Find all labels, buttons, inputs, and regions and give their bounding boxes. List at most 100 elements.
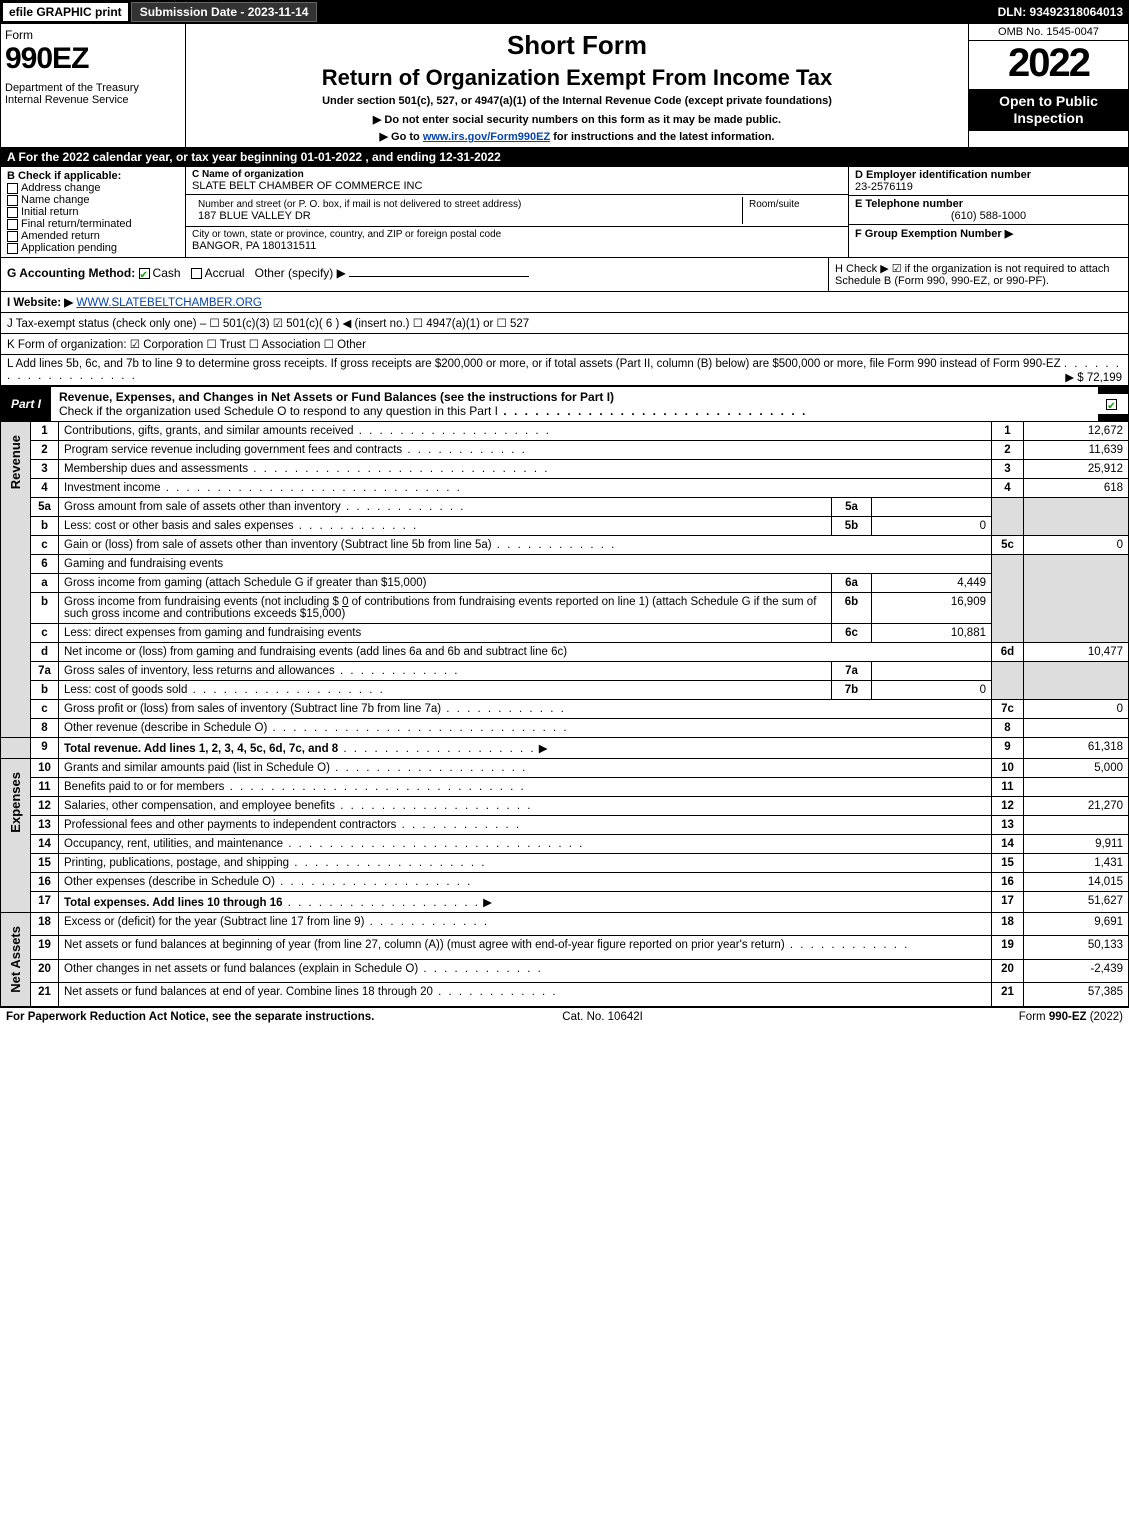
line-16-text: Other expenses (describe in Schedule O): [64, 876, 275, 888]
g-label: G Accounting Method:: [7, 266, 135, 280]
chk-cash[interactable]: [139, 268, 150, 279]
chk-address-change[interactable]: [7, 183, 18, 194]
chk-initial-return[interactable]: [7, 207, 18, 218]
website-label: I Website: ▶: [7, 297, 73, 309]
page-footer: For Paperwork Reduction Act Notice, see …: [0, 1007, 1129, 1026]
line-3-amt: 25,912: [1024, 460, 1129, 479]
line-7b-text: Less: cost of goods sold: [64, 684, 187, 696]
line-6a-text: Gross income from gaming (attach Schedul…: [64, 577, 426, 589]
part1-tag: Part I: [1, 394, 51, 414]
lbl-initial-return: Initial return: [21, 206, 78, 218]
col-b-title: B Check if applicable:: [7, 170, 179, 182]
ein-value: 23-2576119: [855, 181, 1122, 193]
line-4-text: Investment income: [64, 482, 161, 494]
line-2-amt: 11,639: [1024, 441, 1129, 460]
dln-label: DLN: 93492318064013: [998, 5, 1129, 19]
footer-mid: Cat. No. 10642I: [562, 1011, 643, 1023]
line-7a-amt: [872, 662, 992, 681]
col-b-checkboxes: B Check if applicable: Address change Na…: [1, 167, 186, 257]
line-5c-amt: 0: [1024, 536, 1129, 555]
goto-pre: ▶ Go to: [380, 131, 423, 143]
line-6d-amt: 10,477: [1024, 643, 1129, 662]
form-header: Form 990EZ Department of the Treasury In…: [0, 24, 1129, 148]
org-name-label: C Name of organization: [192, 169, 842, 180]
other-specify-input[interactable]: [349, 276, 529, 277]
footer-right: Form 990-EZ (2022): [1019, 1011, 1123, 1023]
line-20-text: Other changes in net assets or fund bala…: [64, 963, 418, 975]
line-1-text: Contributions, gifts, grants, and simila…: [64, 425, 354, 437]
line-7c-amt: 0: [1024, 700, 1129, 719]
line-2-text: Program service revenue including govern…: [64, 444, 402, 456]
org-name: SLATE BELT CHAMBER OF COMMERCE INC: [192, 180, 842, 192]
goto-link[interactable]: www.irs.gov/Form990EZ: [423, 131, 550, 143]
website-link[interactable]: WWW.SLATEBELTCHAMBER.ORG: [76, 297, 262, 309]
omb-number: OMB No. 1545-0047: [969, 24, 1128, 41]
line-18-amt: 9,691: [1024, 913, 1129, 936]
submission-date-label: Submission Date - 2023-11-14: [131, 2, 318, 22]
lbl-accrual: Accrual: [205, 266, 245, 280]
chk-application-pending[interactable]: [7, 243, 18, 254]
city-label: City or town, state or province, country…: [192, 229, 842, 240]
line-6a-amt: 4,449: [872, 574, 992, 593]
line-9-amt: 61,318: [1024, 738, 1129, 759]
line-l-amount: ▶ $ 72,199: [1065, 370, 1122, 384]
line-j-status: J Tax-exempt status (check only one) – ☐…: [0, 313, 1129, 334]
group-exemption-label: F Group Exemption Number ▶: [855, 227, 1122, 240]
line-19-text: Net assets or fund balances at beginning…: [64, 939, 785, 951]
line-k-form-org: K Form of organization: ☑ Corporation ☐ …: [0, 334, 1129, 355]
line-5b-amt: 0: [872, 517, 992, 536]
chk-final-return[interactable]: [7, 219, 18, 230]
street-value: 187 BLUE VALLEY DR: [198, 210, 736, 222]
line-9-text: Total revenue. Add lines 1, 2, 3, 4, 5c,…: [64, 743, 338, 755]
line-8-amt: [1024, 719, 1129, 738]
line-5c-text: Gain or (loss) from sale of assets other…: [64, 539, 492, 551]
line-l-gross: L Add lines 5b, 6c, and 7b to line 9 to …: [0, 355, 1129, 386]
top-bar: efile GRAPHIC print Submission Date - 20…: [0, 0, 1129, 24]
line-6b-text1: Gross income from fundraising events (no…: [64, 596, 342, 608]
revenue-section-label: Revenue: [1, 422, 31, 738]
chk-amended-return[interactable]: [7, 231, 18, 242]
line-21-text: Net assets or fund balances at end of ye…: [64, 986, 433, 998]
form-label: Form: [5, 28, 181, 42]
h-schedule-b: H Check ▶ ☑ if the organization is not r…: [828, 258, 1128, 291]
efile-print-button[interactable]: efile GRAPHIC print: [2, 2, 129, 22]
line-18-text: Excess or (deficit) for the year (Subtra…: [64, 916, 364, 928]
col-d-ids: D Employer identification number 23-2576…: [848, 167, 1128, 257]
tax-year: 2022: [969, 41, 1128, 89]
col-c-org: C Name of organization SLATE BELT CHAMBE…: [186, 167, 848, 257]
line-13-text: Professional fees and other payments to …: [64, 819, 396, 831]
form-number: 990EZ: [5, 42, 181, 76]
line-12-text: Salaries, other compensation, and employ…: [64, 800, 335, 812]
line-l-text: L Add lines 5b, 6c, and 7b to line 9 to …: [7, 358, 1061, 370]
line-15-amt: 1,431: [1024, 854, 1129, 873]
chk-name-change[interactable]: [7, 195, 18, 206]
line-7a-text: Gross sales of inventory, less returns a…: [64, 665, 335, 677]
goto-post: for instructions and the latest informat…: [550, 131, 774, 143]
line-14-text: Occupancy, rent, utilities, and maintena…: [64, 838, 283, 850]
tel-label: E Telephone number: [855, 198, 1122, 210]
lbl-cash: Cash: [153, 266, 181, 280]
line-6c-amt: 10,881: [872, 624, 992, 643]
part1-table: Revenue 1Contributions, gifts, grants, a…: [0, 422, 1129, 1007]
line-i-website: I Website: ▶ WWW.SLATEBELTCHAMBER.ORG: [0, 292, 1129, 313]
line-12-amt: 21,270: [1024, 797, 1129, 816]
main-title: Return of Organization Exempt From Incom…: [194, 65, 960, 91]
chk-accrual[interactable]: [191, 268, 202, 279]
lbl-final-return: Final return/terminated: [21, 218, 132, 230]
part1-schedule-o-check[interactable]: [1106, 399, 1117, 410]
line-19-amt: 50,133: [1024, 936, 1129, 959]
part1-check-text: Check if the organization used Schedule …: [59, 404, 498, 418]
line-5a-text: Gross amount from sale of assets other t…: [64, 501, 341, 513]
room-label: Room/suite: [749, 199, 836, 210]
line-6-text: Gaming and fundraising events: [59, 555, 992, 574]
line-5b-text: Less: cost or other basis and sales expe…: [64, 520, 294, 532]
dept-label: Department of the Treasury Internal Reve…: [5, 82, 181, 106]
tel-value: (610) 588-1000: [855, 210, 1122, 222]
expenses-section-label: Expenses: [1, 759, 31, 913]
lbl-other: Other (specify) ▶: [255, 266, 346, 280]
ssn-warning: ▶ Do not enter social security numbers o…: [194, 113, 960, 126]
short-form-title: Short Form: [194, 30, 960, 61]
line-17-amt: 51,627: [1024, 892, 1129, 913]
line-10-amt: 5,000: [1024, 759, 1129, 778]
line-3-text: Membership dues and assessments: [64, 463, 248, 475]
